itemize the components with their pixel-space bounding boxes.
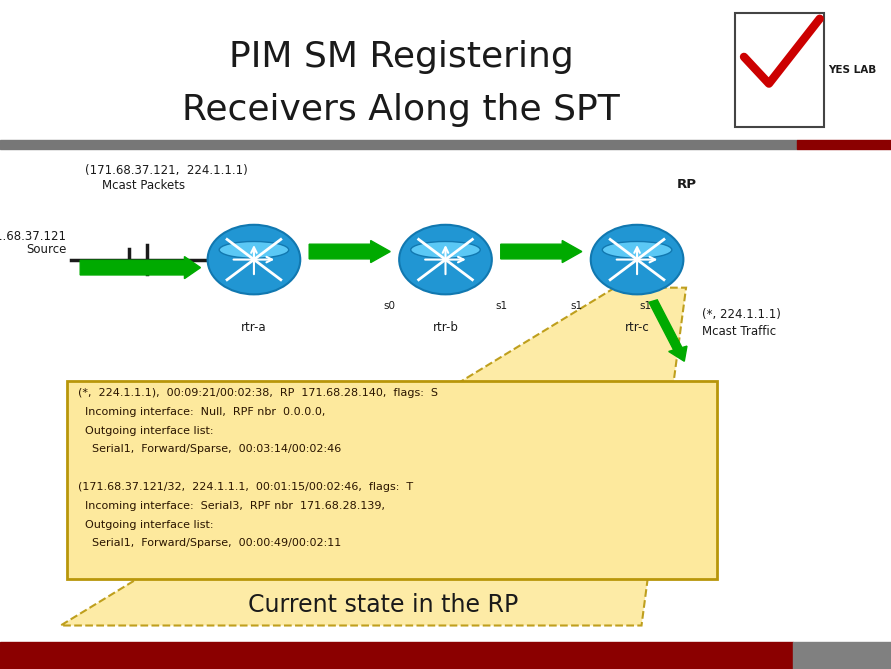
- Ellipse shape: [602, 242, 672, 258]
- FancyBboxPatch shape: [67, 381, 717, 579]
- Bar: [0, 140, 797, 149]
- Text: (*, 224.1.1.1): (*, 224.1.1.1): [702, 308, 781, 321]
- Text: (*,  224.1.1.1),  00:09:21/00:02:38,  RP  171.68.28.140,  flags:  S: (*, 224.1.1.1), 00:09:21/00:02:38, RP 17…: [78, 388, 437, 398]
- Text: Incoming interface:  Null,  RPF nbr  0.0.0.0,: Incoming interface: Null, RPF nbr 0.0.0.…: [78, 407, 325, 417]
- FancyArrow shape: [80, 257, 200, 278]
- Text: rtr-b: rtr-b: [432, 321, 459, 334]
- Text: Current state in the RP: Current state in the RP: [248, 593, 519, 617]
- Text: s0: s0: [383, 301, 396, 311]
- Ellipse shape: [219, 242, 289, 258]
- Text: Receivers Along the SPT: Receivers Along the SPT: [182, 94, 620, 127]
- Text: Serial1,  Forward/Sparse,  00:03:14/00:02:46: Serial1, Forward/Sparse, 00:03:14/00:02:…: [78, 444, 340, 454]
- Text: rtr-c: rtr-c: [625, 321, 650, 334]
- Text: Outgoing interface list:: Outgoing interface list:: [78, 520, 213, 530]
- Text: RP: RP: [677, 178, 697, 191]
- FancyBboxPatch shape: [735, 13, 824, 127]
- Text: 171.68.37.121: 171.68.37.121: [0, 229, 67, 243]
- Bar: [793, 642, 891, 669]
- FancyArrow shape: [309, 241, 390, 262]
- Circle shape: [208, 225, 300, 294]
- Ellipse shape: [411, 242, 480, 258]
- Text: (171.68.37.121,  224.1.1.1): (171.68.37.121, 224.1.1.1): [85, 164, 248, 177]
- Bar: [797, 140, 891, 149]
- Bar: [0, 642, 793, 669]
- Text: Incoming interface:  Serial3,  RPF nbr  171.68.28.139,: Incoming interface: Serial3, RPF nbr 171…: [78, 501, 385, 511]
- Text: s1: s1: [570, 301, 583, 311]
- Text: Mcast Packets: Mcast Packets: [102, 179, 185, 193]
- Text: Source: Source: [27, 243, 67, 256]
- Text: Outgoing interface list:: Outgoing interface list:: [78, 425, 213, 436]
- Polygon shape: [61, 288, 686, 626]
- Text: s1: s1: [640, 301, 652, 311]
- Text: (171.68.37.121/32,  224.1.1.1,  00:01:15/00:02:46,  flags:  T: (171.68.37.121/32, 224.1.1.1, 00:01:15/0…: [78, 482, 413, 492]
- Text: YES LAB: YES LAB: [829, 66, 877, 75]
- Text: rtr-a: rtr-a: [241, 321, 266, 334]
- FancyArrow shape: [501, 241, 582, 262]
- Text: s1: s1: [495, 301, 508, 311]
- Text: Serial1,  Forward/Sparse,  00:00:49/00:02:11: Serial1, Forward/Sparse, 00:00:49/00:02:…: [78, 539, 340, 549]
- FancyArrow shape: [649, 300, 687, 361]
- Circle shape: [591, 225, 683, 294]
- Circle shape: [399, 225, 492, 294]
- Text: Mcast Traffic: Mcast Traffic: [702, 324, 776, 338]
- Text: PIM SM Registering: PIM SM Registering: [229, 40, 573, 74]
